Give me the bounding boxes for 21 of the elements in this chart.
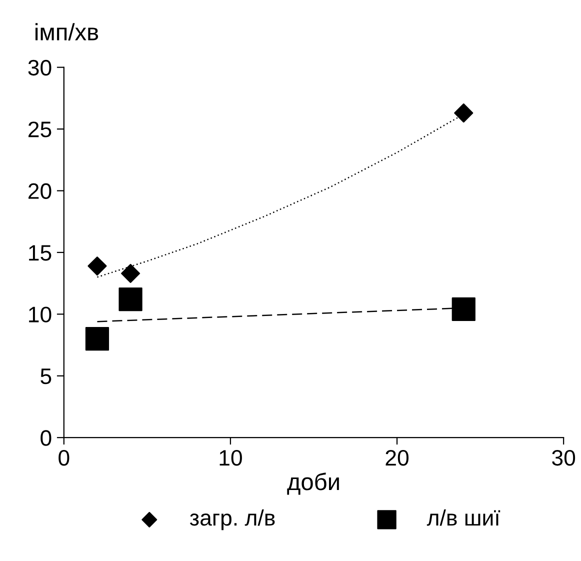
x-tick-label: 10	[220, 450, 242, 466]
point	[121, 264, 140, 283]
y-tick-label: 15	[29, 245, 52, 261]
y-axis-title: імп/хв	[36, 23, 98, 40]
point	[454, 103, 474, 123]
y-tick-label: 25	[28, 122, 52, 138]
x-tick-label: 30	[552, 450, 576, 466]
x-tick-label: 0	[58, 450, 70, 466]
point	[452, 297, 476, 322]
y-tick-label: 5	[40, 368, 52, 384]
y-tick-label: 0	[40, 430, 52, 446]
y-tick-label: 10	[29, 306, 52, 322]
point	[88, 256, 107, 276]
legend-label: л/в шиї	[426, 509, 500, 526]
point	[85, 327, 110, 351]
y-tick-label: 30	[28, 60, 52, 76]
y-tick-label: 20	[28, 183, 52, 200]
x-tick-label: 20	[386, 450, 409, 466]
x-axis-title: доби	[287, 472, 339, 495]
legend-label: загр. л/в	[190, 509, 275, 530]
point	[118, 288, 142, 312]
